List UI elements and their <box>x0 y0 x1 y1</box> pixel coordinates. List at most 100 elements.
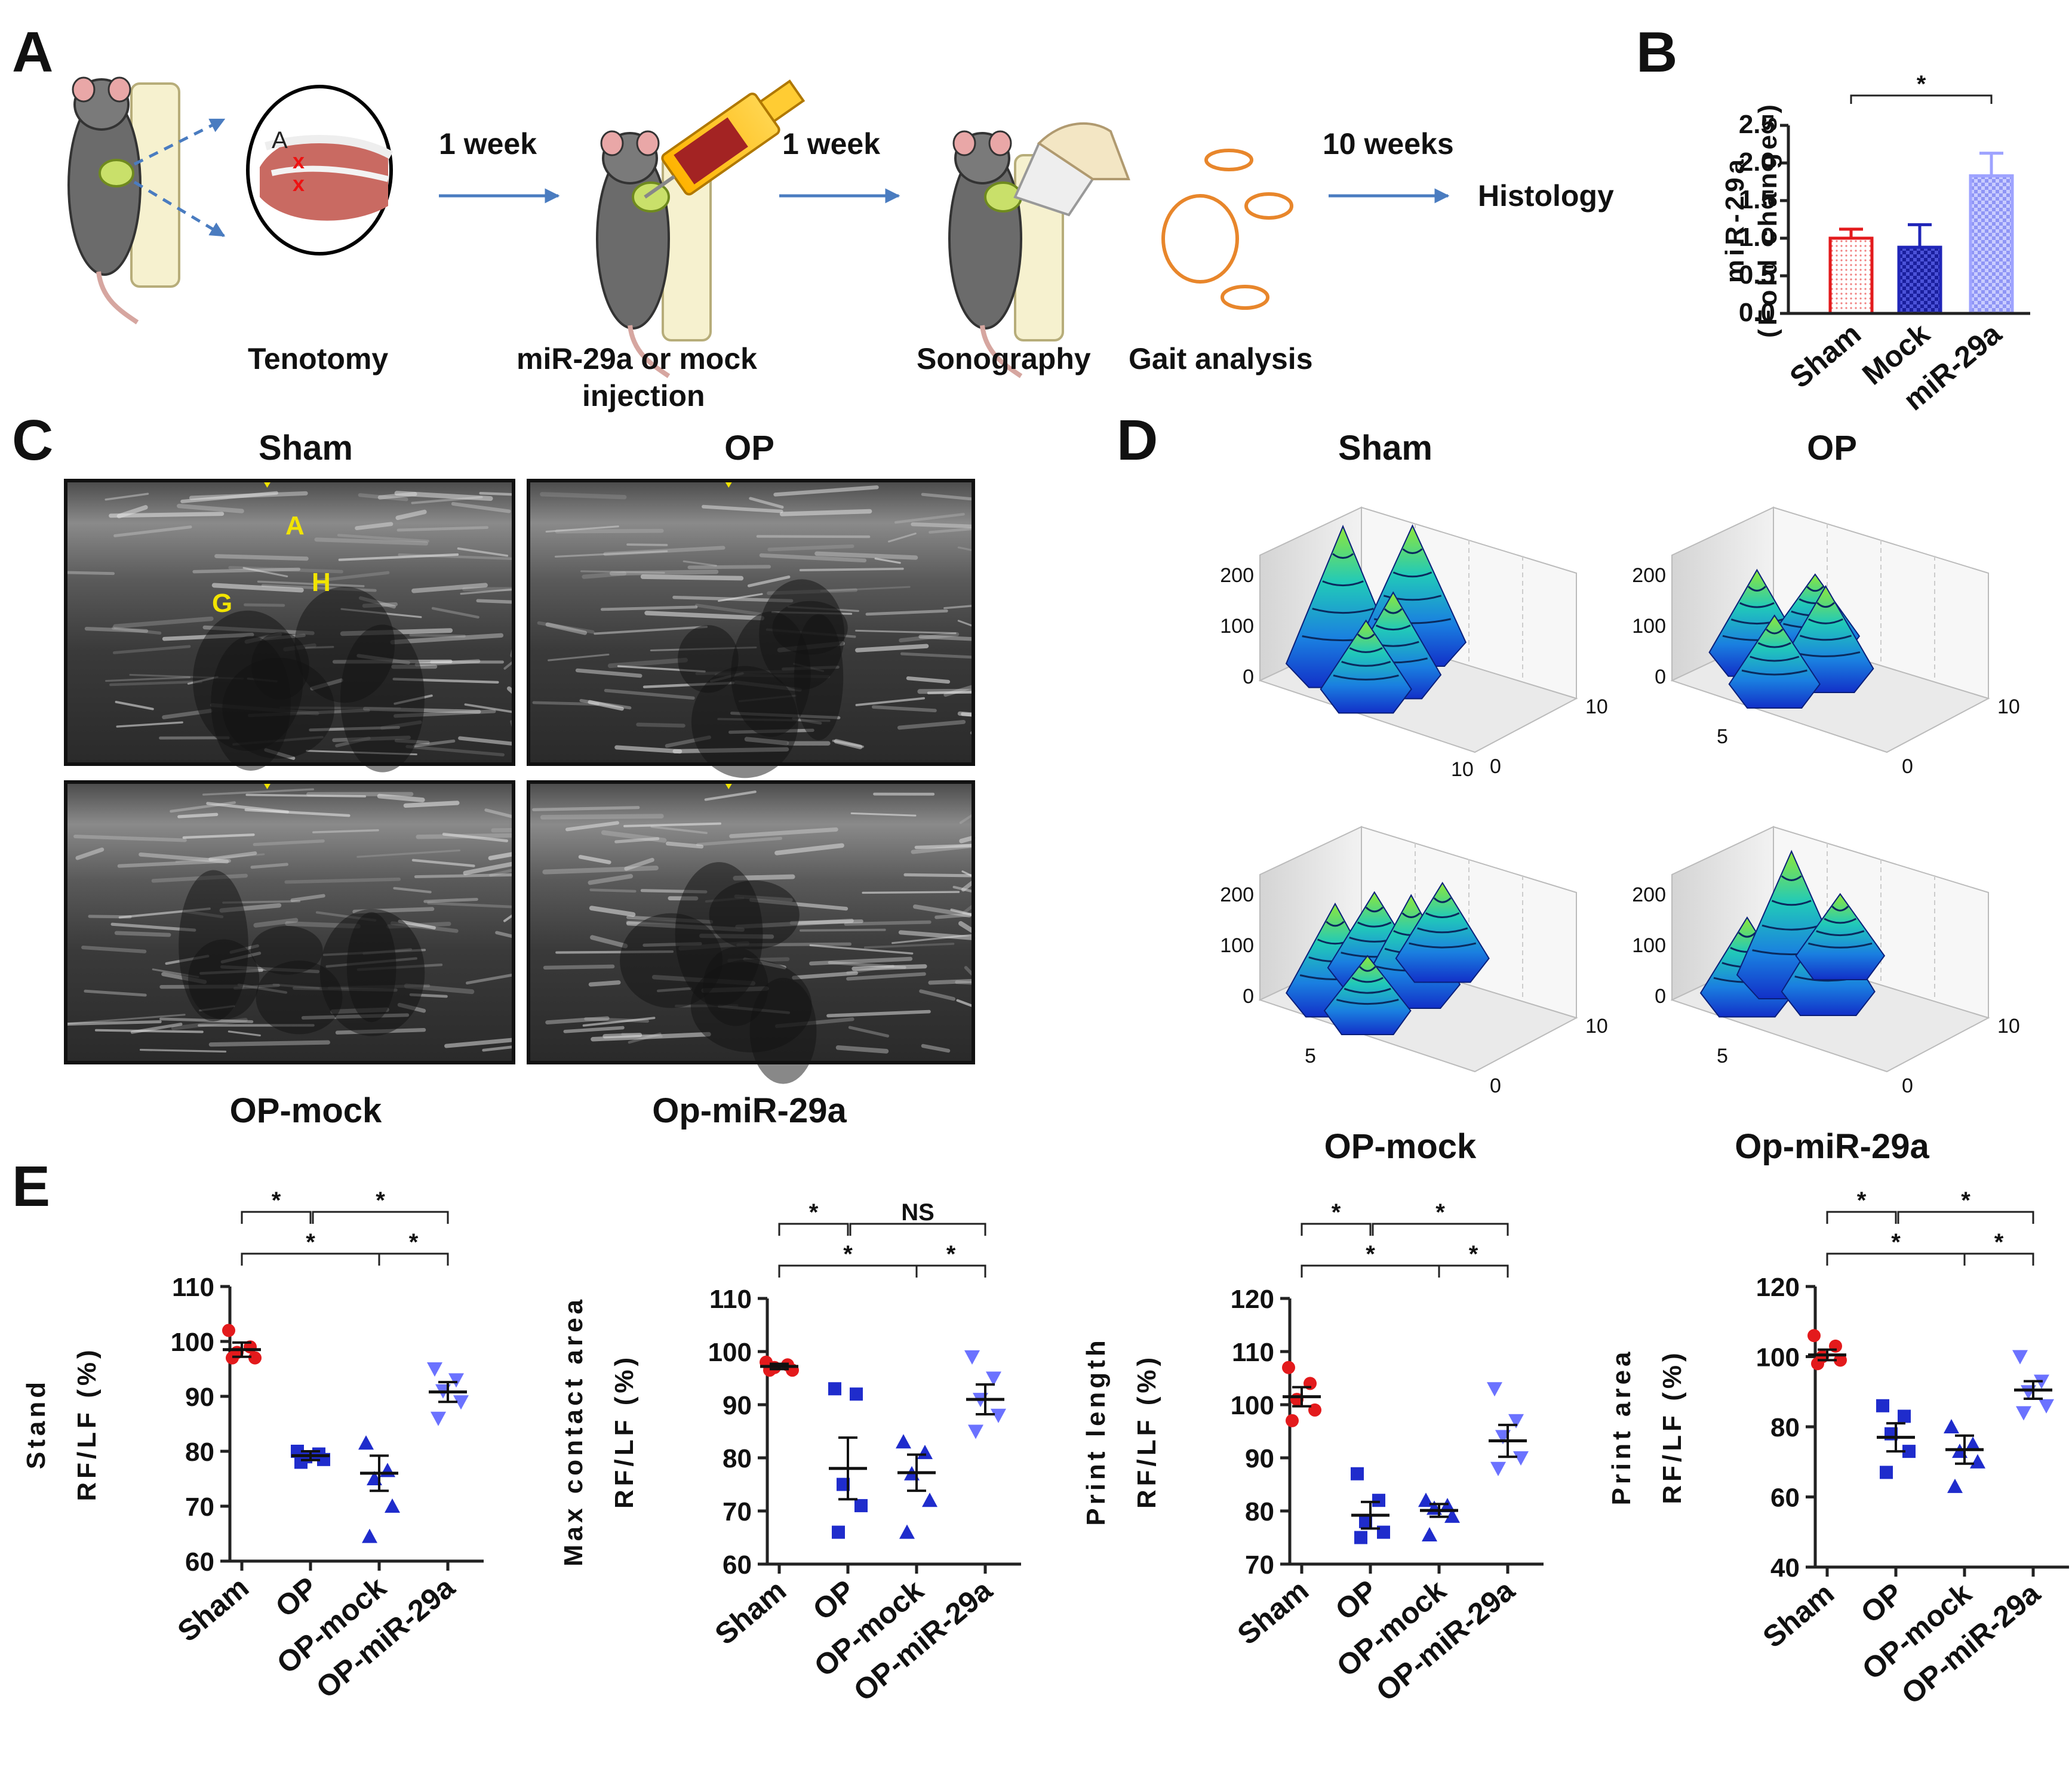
data-point <box>1422 1527 1437 1541</box>
significance-label: * <box>1435 1199 1445 1226</box>
significance-label: * <box>409 1229 419 1255</box>
data-point <box>358 1435 374 1449</box>
data-point <box>1970 1454 1985 1469</box>
data-point <box>964 1350 980 1365</box>
echo-streak <box>211 1042 328 1045</box>
sonography-panel: Sham OP OP-mock Op-miR-29a A G H <box>66 429 973 1130</box>
panel-label-c: C <box>12 408 53 472</box>
y-tick-label: 80 <box>1245 1497 1274 1526</box>
significance-bracket <box>1827 1212 1896 1224</box>
data-point <box>1354 1531 1367 1544</box>
data-point <box>854 1499 868 1512</box>
cut-mark: x <box>293 149 305 173</box>
data-point <box>1487 1382 1502 1396</box>
echo-streak <box>542 494 625 497</box>
echo-shadow <box>691 666 798 778</box>
mouse-illustration <box>69 78 179 322</box>
y-tick-label: 10 <box>1585 1015 1608 1038</box>
data-point <box>1876 1399 1889 1412</box>
z-tick-label: 100 <box>1632 615 1666 638</box>
y-axis-title-line2: RF/LF (%) <box>1132 1354 1161 1509</box>
echo-streak <box>478 601 514 602</box>
significance-label: * <box>946 1241 956 1267</box>
category-label: OP <box>1329 1574 1384 1627</box>
significance-label: * <box>376 1187 385 1214</box>
step-label-gait: Gait analysis <box>1129 342 1313 376</box>
echo-streak <box>411 635 465 636</box>
interval-label: 10 weeks <box>1323 127 1454 161</box>
significance-bracket <box>242 1212 311 1224</box>
y-tick-label: 90 <box>185 1383 214 1412</box>
data-point <box>1513 1451 1529 1466</box>
significance-bracket <box>242 1254 379 1266</box>
echo-streak <box>960 713 973 715</box>
sonography-image <box>66 782 514 1063</box>
y-axis-title-line2: RF/LF (%) <box>1658 1349 1687 1504</box>
data-point <box>2012 1350 2028 1365</box>
sono-title-opmir: Op-miR-29a <box>652 1091 847 1130</box>
cut-mark: x <box>293 171 305 196</box>
echo-streak <box>792 921 862 923</box>
echo-streak <box>961 838 973 841</box>
data-point <box>2016 1406 2031 1421</box>
y-tick-label: 80 <box>723 1444 752 1473</box>
bar-chart-mir29a: 0.00.51.01.52.02.5ShamMockmiR-29amiR-29a… <box>1720 71 2030 417</box>
data-point <box>294 1455 308 1469</box>
data-point <box>1944 1419 1959 1433</box>
echo-streak <box>481 493 514 494</box>
bar <box>1899 247 1941 313</box>
data-point <box>850 1387 863 1401</box>
echo-streak <box>179 814 217 817</box>
x-tick-label: 10 <box>1451 758 1474 781</box>
y-tick-label: 70 <box>185 1492 214 1522</box>
significance-label: * <box>843 1241 853 1267</box>
x-tick-label: 5 <box>1717 725 1728 748</box>
echo-shadow <box>251 926 323 975</box>
y-tick-label: 80 <box>1770 1413 1800 1442</box>
y-axis-title: Print length <box>1081 1337 1111 1525</box>
bar <box>1830 238 1872 313</box>
significance-label: * <box>1891 1229 1901 1255</box>
significance-label: * <box>1961 1187 1970 1214</box>
echo-streak <box>905 875 973 876</box>
category-label: OP <box>807 1574 861 1627</box>
y-tick-label: 120 <box>1231 1285 1274 1314</box>
y-tick-label: 80 <box>185 1438 214 1467</box>
data-point <box>1807 1329 1821 1342</box>
echo-streak <box>116 933 169 935</box>
y-axis-title-line2: (Fold changes) <box>1753 101 1782 338</box>
y-tick-label: 110 <box>709 1285 752 1314</box>
echo-streak <box>930 981 973 983</box>
significance-label: * <box>809 1199 819 1226</box>
data-point <box>431 1412 446 1426</box>
category-label: OP <box>1855 1577 1909 1630</box>
significance-bracket <box>1898 1212 2033 1224</box>
echo-streak <box>801 930 885 931</box>
y-tick-label: 10 <box>1585 695 1608 718</box>
data-point <box>896 1434 911 1448</box>
category-label: Sham <box>171 1571 255 1648</box>
surface-title-opmock: OP-mock <box>1324 1127 1477 1166</box>
x-tick-label: 0 <box>1490 1075 1501 1097</box>
data-point <box>832 1526 845 1539</box>
step-label-injection: miR-29a or mock <box>517 342 757 376</box>
echo-streak <box>425 899 477 901</box>
significance-bracket <box>1373 1224 1508 1236</box>
panel-label-b: B <box>1636 20 1677 84</box>
echo-streak <box>643 577 742 578</box>
surface-title-opmir: Op-miR-29a <box>1735 1127 1929 1166</box>
z-tick-label: 200 <box>1220 884 1254 906</box>
x-tick-label: 0 <box>1902 755 1913 778</box>
significance-label: * <box>306 1229 315 1255</box>
z-tick-label: 200 <box>1632 564 1666 587</box>
interval-label: 1 week <box>439 127 537 161</box>
y-axis-title: Max contact area <box>559 1296 588 1566</box>
echo-streak <box>543 816 662 817</box>
echo-streak <box>591 983 619 984</box>
y-tick-label: 110 <box>1232 1338 1274 1367</box>
sonography-image <box>528 782 973 1084</box>
